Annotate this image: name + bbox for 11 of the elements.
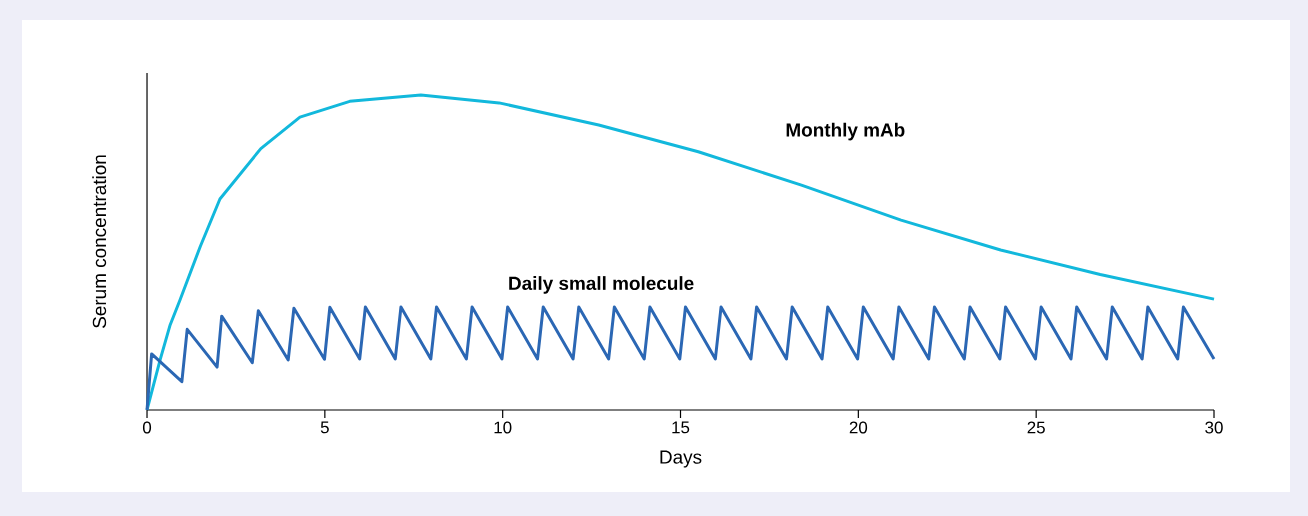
text: Monthly mAb (786, 122, 905, 141)
x-tick-label: 0 (142, 421, 152, 434)
x-tick-label: 30 (1205, 421, 1223, 434)
x-axis-title: Days (660, 450, 702, 468)
series-label: Daily small molecule (509, 276, 694, 294)
x-tick-label: 20 (849, 421, 868, 434)
y-axis-title: Serum concentration (92, 155, 107, 328)
x-tick-label: 10 (494, 421, 512, 434)
x-tick-label: 15 (672, 421, 690, 434)
x-tick-label: 5 (320, 421, 329, 434)
x-tick-label: 25 (1027, 421, 1045, 434)
